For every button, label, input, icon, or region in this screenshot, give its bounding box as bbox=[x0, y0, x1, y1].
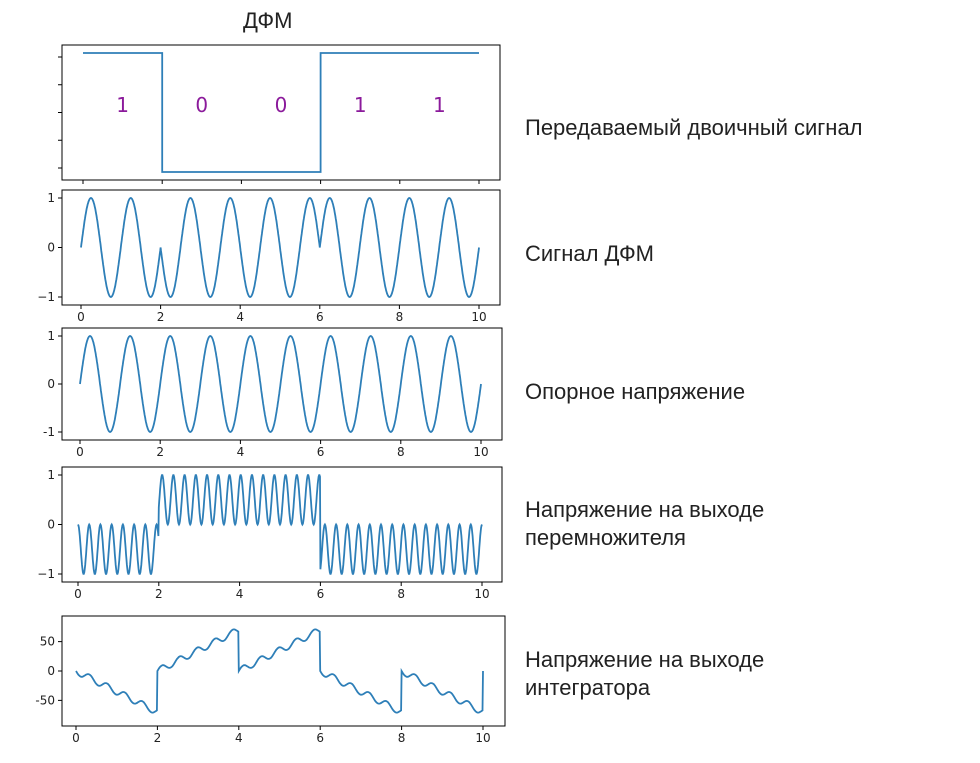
x-tick-label: 0 bbox=[74, 587, 82, 601]
figure-title: ДФМ bbox=[243, 8, 293, 33]
y-tick-label: 0 bbox=[47, 377, 55, 391]
y-tick-label: 1 bbox=[47, 468, 55, 482]
y-tick-label: -1 bbox=[43, 425, 55, 439]
x-tick-label: 6 bbox=[316, 731, 324, 745]
x-tick-label: 6 bbox=[317, 587, 325, 601]
x-tick-label: 6 bbox=[316, 310, 324, 324]
bit-label: 1 bbox=[433, 93, 446, 117]
x-tick-label: 2 bbox=[154, 731, 162, 745]
x-tick-label: 8 bbox=[398, 731, 406, 745]
label-integrator: Напряжение на выходе интегратора bbox=[525, 647, 765, 700]
panel-frame-integrator bbox=[61, 615, 506, 727]
x-tick-label: 8 bbox=[397, 587, 405, 601]
series-line-binary bbox=[83, 52, 479, 173]
x-tick-label: 4 bbox=[236, 587, 244, 601]
x-tick-label: 8 bbox=[396, 310, 404, 324]
y-tick-label: −1 bbox=[37, 567, 55, 581]
x-tick-label: 2 bbox=[155, 587, 163, 601]
y-tick-label: 0 bbox=[47, 241, 55, 255]
label-dpsk: Сигнал ДФМ bbox=[525, 241, 655, 266]
y-tick-label: −1 bbox=[37, 290, 55, 304]
x-tick-label: 8 bbox=[397, 445, 405, 459]
x-tick-label: 0 bbox=[72, 731, 80, 745]
series-line-reference bbox=[79, 335, 482, 433]
y-tick-label: 50 bbox=[40, 635, 55, 649]
bit-label: 0 bbox=[275, 93, 288, 117]
x-tick-label: 4 bbox=[235, 731, 243, 745]
y-tick-label: 1 bbox=[47, 329, 55, 343]
x-tick-label: 4 bbox=[237, 445, 245, 459]
y-tick-label: 0 bbox=[47, 664, 55, 678]
x-tick-label: 10 bbox=[474, 587, 489, 601]
y-tick-label: -50 bbox=[35, 693, 55, 707]
bit-label: 1 bbox=[116, 93, 129, 117]
label-product: Напряжение на выходе перемножителя bbox=[525, 497, 765, 550]
label-reference: Опорное напряжение bbox=[525, 379, 746, 404]
bit-label: 1 bbox=[354, 93, 367, 117]
x-tick-label: 10 bbox=[475, 731, 490, 745]
label-binary: Передаваемый двоичный сигнал bbox=[525, 115, 863, 140]
series-line-product bbox=[77, 474, 483, 575]
x-tick-label: 6 bbox=[317, 445, 325, 459]
x-tick-label: 10 bbox=[473, 445, 488, 459]
x-tick-label: 10 bbox=[471, 310, 486, 324]
y-tick-label: 1 bbox=[47, 191, 55, 205]
x-tick-label: 2 bbox=[156, 445, 164, 459]
bit-label: 0 bbox=[195, 93, 208, 117]
series-line-integrator bbox=[75, 628, 484, 714]
y-tick-label: 0 bbox=[47, 518, 55, 532]
x-tick-label: 4 bbox=[236, 310, 244, 324]
series-line-dpsk bbox=[80, 197, 480, 298]
x-tick-label: 0 bbox=[76, 445, 84, 459]
x-tick-label: 2 bbox=[157, 310, 165, 324]
x-tick-label: 0 bbox=[77, 310, 85, 324]
panel-frame-reference bbox=[61, 327, 503, 441]
panel-frame-product bbox=[61, 466, 503, 583]
